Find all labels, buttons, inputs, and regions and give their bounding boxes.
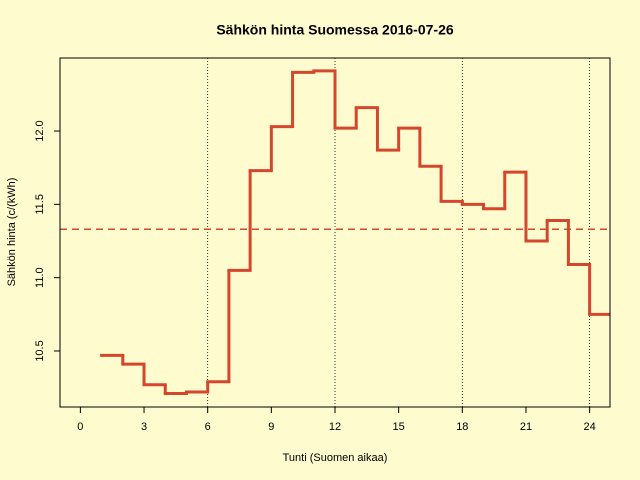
- x-tick-label: 0: [77, 421, 83, 433]
- x-tick-label: 3: [141, 421, 147, 433]
- y-tick-label: 12.0: [34, 120, 46, 141]
- y-axis-label: Sähkön hinta (c/(kWh): [6, 178, 18, 287]
- x-tick-label: 6: [205, 421, 211, 433]
- x-tick-label: 21: [520, 421, 532, 433]
- x-tick-label: 9: [268, 421, 274, 433]
- x-axis-label: Tunti (Suomen aikaa): [283, 452, 388, 464]
- x-tick-label: 18: [456, 421, 468, 433]
- x-tick-label: 12: [329, 421, 341, 433]
- chart-title: Sähkön hinta Suomessa 2016-07-26: [216, 22, 454, 38]
- x-tick-label: 15: [393, 421, 405, 433]
- y-tick-label: 11.0: [34, 267, 46, 288]
- plot-area: [60, 58, 610, 407]
- x-tick-label: 24: [584, 421, 596, 433]
- y-tick-label: 11.5: [34, 194, 46, 215]
- y-tick-label: 10.5: [34, 340, 46, 361]
